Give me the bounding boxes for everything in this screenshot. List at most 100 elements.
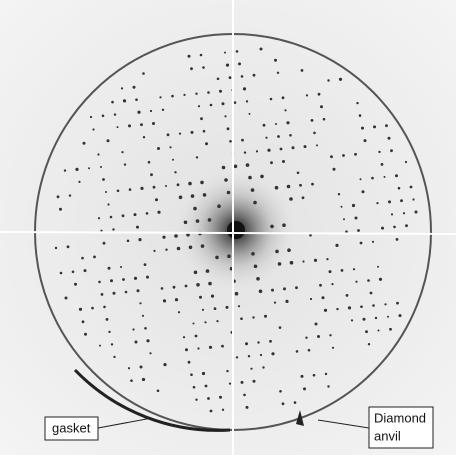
spot bbox=[362, 190, 365, 193]
spot bbox=[103, 306, 106, 309]
spot bbox=[373, 125, 376, 128]
spot bbox=[375, 317, 377, 319]
spot bbox=[75, 168, 78, 171]
spot bbox=[227, 191, 231, 195]
spot bbox=[111, 343, 113, 345]
spot bbox=[308, 349, 311, 352]
spot bbox=[102, 178, 105, 181]
spot bbox=[249, 113, 251, 115]
spot bbox=[296, 350, 299, 353]
spot bbox=[117, 190, 120, 193]
spot bbox=[354, 153, 357, 156]
spot bbox=[389, 328, 392, 331]
spot bbox=[146, 339, 149, 342]
anvil-label-line: anvil bbox=[374, 428, 401, 443]
spot bbox=[236, 356, 238, 358]
spot bbox=[106, 318, 109, 321]
spot bbox=[370, 292, 373, 295]
spot bbox=[246, 406, 249, 409]
spot bbox=[189, 246, 193, 250]
spot bbox=[144, 263, 147, 266]
spot bbox=[84, 269, 87, 272]
spot bbox=[149, 352, 151, 354]
spot bbox=[341, 206, 343, 208]
spot bbox=[55, 247, 57, 249]
spot bbox=[219, 90, 222, 93]
spot bbox=[313, 374, 316, 377]
spot bbox=[289, 134, 292, 137]
spot bbox=[260, 48, 263, 51]
spot bbox=[357, 229, 360, 232]
spot bbox=[222, 102, 225, 105]
spot bbox=[283, 287, 286, 290]
spot bbox=[128, 367, 130, 369]
spot bbox=[234, 101, 237, 104]
spot bbox=[364, 139, 367, 142]
spot bbox=[175, 298, 178, 301]
spot bbox=[210, 410, 213, 413]
spot bbox=[332, 347, 334, 349]
spot bbox=[188, 182, 192, 186]
spot bbox=[343, 218, 345, 220]
spot bbox=[286, 121, 289, 124]
spot bbox=[214, 307, 217, 310]
spot bbox=[346, 294, 349, 297]
spot bbox=[248, 355, 250, 357]
spot bbox=[317, 335, 320, 338]
spot bbox=[78, 181, 80, 183]
diffraction-image: gasket Diamond anvil bbox=[0, 0, 456, 455]
spot bbox=[412, 198, 414, 200]
spot bbox=[341, 269, 344, 272]
spot bbox=[295, 286, 298, 289]
spot bbox=[210, 104, 213, 107]
spot bbox=[387, 316, 389, 318]
spot bbox=[194, 271, 198, 275]
spot bbox=[108, 267, 111, 270]
spot bbox=[138, 238, 141, 241]
spot bbox=[185, 348, 188, 351]
spot bbox=[136, 226, 139, 229]
spot bbox=[98, 281, 101, 284]
spot bbox=[74, 283, 77, 286]
spot bbox=[256, 277, 260, 281]
spot bbox=[267, 149, 270, 152]
spot bbox=[84, 333, 87, 336]
spot bbox=[195, 335, 198, 338]
spot bbox=[174, 234, 178, 238]
spot bbox=[227, 254, 231, 258]
spot bbox=[309, 234, 312, 237]
spot bbox=[148, 161, 151, 164]
spot bbox=[124, 163, 126, 165]
spot bbox=[327, 385, 329, 387]
spot bbox=[282, 160, 285, 163]
spot bbox=[257, 341, 259, 343]
spot bbox=[112, 228, 114, 230]
spot bbox=[292, 146, 295, 149]
spot bbox=[105, 191, 107, 193]
spot bbox=[360, 305, 363, 308]
spot bbox=[395, 174, 398, 177]
spot bbox=[135, 98, 138, 101]
spot bbox=[262, 366, 264, 368]
spot bbox=[270, 161, 273, 164]
spot bbox=[405, 224, 408, 227]
spot bbox=[226, 306, 229, 309]
spot bbox=[92, 128, 94, 130]
spot bbox=[275, 250, 279, 254]
spot bbox=[311, 183, 314, 186]
spot bbox=[59, 208, 62, 211]
spot bbox=[241, 381, 244, 384]
spot bbox=[234, 165, 238, 169]
spot bbox=[270, 98, 273, 101]
spot bbox=[169, 146, 171, 148]
spot bbox=[405, 161, 407, 163]
spot bbox=[355, 281, 357, 283]
spot bbox=[222, 409, 224, 411]
spot bbox=[310, 298, 312, 300]
spot bbox=[163, 299, 166, 302]
spot bbox=[229, 383, 231, 385]
spot bbox=[193, 386, 196, 389]
spot bbox=[172, 159, 174, 161]
spot bbox=[153, 186, 156, 189]
spot bbox=[67, 245, 70, 248]
